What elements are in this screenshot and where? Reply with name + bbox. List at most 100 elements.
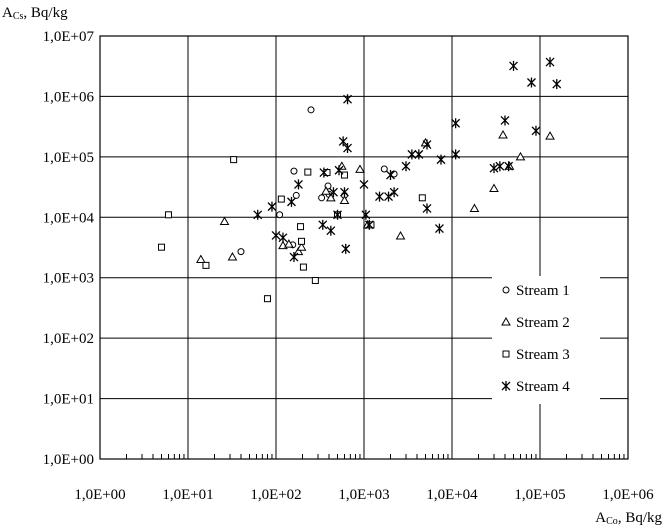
stream-4-point [495,161,505,172]
stream-3-point [164,211,172,219]
stream-4-point [531,125,541,136]
stream-4-point [545,57,555,68]
stream-3-point [418,194,426,202]
stream-4-point [361,209,371,220]
stream-2-point [195,254,206,264]
x-tick-label: 1,0E+02 [250,487,301,503]
stream-1-point [290,167,298,175]
stream-4-point [359,179,369,190]
legend-marker-stream-4 [501,381,511,391]
y-tick-label: 1,0E+05 [43,150,94,166]
stream-1-point [380,165,388,173]
stream-2-point [498,129,508,139]
stream-2-point [469,203,480,212]
stream-4-point [271,230,281,241]
x-minor-ticks [125,454,625,459]
y-tick-label: 1,0E+03 [43,271,94,287]
stream-4-point [343,143,352,154]
data-points [158,57,562,303]
y-tick-label: 1,0E+01 [43,392,94,408]
stream-4-point [319,167,329,178]
stream-4-point [267,201,277,212]
stream-4-point [434,223,444,234]
stream-4-point [341,243,351,254]
stream-1-point [318,194,326,202]
stream-4-point [422,203,432,214]
stream-3-point [311,276,319,284]
stream-4-point [401,161,411,172]
stream-2-point [515,151,526,161]
stream-4-point [343,94,352,105]
stream-4-point [504,161,514,172]
stream-4-point [422,139,432,150]
stream-4-point [436,154,446,165]
grid-lines [100,36,628,459]
stream-4-point [318,219,328,230]
stream-2-point [545,131,555,140]
stream-4-point [326,225,336,236]
stream-3-point [304,168,312,176]
stream-2-point [293,246,304,256]
legend: Stream 1 Stream 2 Stream 3 Stream 4 [492,276,600,404]
stream-4-point [552,79,562,90]
legend-label-stream-4: Stream 4 [516,379,570,395]
stream-2-point [355,164,365,173]
stream-4-point [278,232,288,243]
legend-label-stream-1: Stream 1 [516,283,570,299]
x-axis-tick-labels: 1,0E+00 1,0E+01 1,0E+02 1,0E+03 1,0E+04 1,0E+… [74,487,654,503]
y-tick-label: 1,0E+04 [43,210,95,226]
plot-area-frame [99,35,629,460]
x-tick-label: 1,0E+05 [514,487,565,503]
stream-3-point [202,261,210,269]
stream-4-point [364,219,374,230]
y-tick-label: 1,0E+07 [43,29,95,45]
stream-4-point [509,60,518,71]
stream-1-point [237,248,245,256]
stream-2-point [283,239,294,248]
stream-4-point [329,187,338,198]
x-tick-label: 1,0E+01 [162,487,213,503]
stream-3-point [158,243,166,251]
legend-marker-stream-2 [501,316,511,326]
stream-3-point [277,195,285,203]
x-axis-title: ACo, Bq/kg [595,510,662,527]
stream-2-point [325,192,336,202]
stream-3-point [297,223,305,231]
stream-4-point [500,115,510,126]
legend-marker-stream-1 [502,286,510,294]
stream-2-point [395,230,406,240]
stream-2-point [219,216,230,226]
stream-1-point [292,191,300,199]
legend-marker-stream-3 [502,350,510,358]
stream-1-point [276,211,284,219]
x-tick-label: 1,0E+06 [602,487,654,503]
stream-4-point [253,209,263,220]
stream-2-point [321,186,331,195]
stream-3-point [323,169,331,177]
y-tick-label: 1,0E+06 [43,89,95,105]
stream-4-point [489,163,499,174]
x-tick-label: 1,0E+04 [426,487,478,503]
stream-2-point [227,252,238,261]
y-tick-label: 1,0E+00 [43,452,94,468]
stream-2-point [296,242,307,251]
stream-4-point [451,149,461,160]
stream-1-point [307,106,315,114]
stream-4-point [294,179,303,190]
legend-label-stream-3: Stream 3 [516,347,570,363]
stream-4-point [414,149,424,160]
stream-4-point [375,191,384,202]
stream-4-point [451,118,461,129]
x-tick-label: 1,0E+03 [338,487,389,503]
stream-4-point [333,209,342,220]
y-axis-title: ACs, Bq/kg [2,5,68,22]
stream-3-point [367,221,375,229]
stream-4-point [386,170,395,181]
legend-label-stream-2: Stream 2 [516,315,570,331]
stream-2-point [336,161,347,170]
stream-4-point [340,187,349,198]
stream-2-point [489,183,499,192]
stream-4-point [527,77,536,88]
y-tick-label: 1,0E+02 [43,331,94,347]
